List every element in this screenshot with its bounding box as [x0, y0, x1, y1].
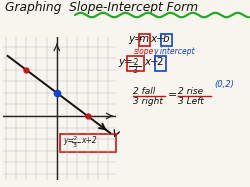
Text: 3: 3 — [73, 143, 77, 148]
Text: x+2: x+2 — [81, 136, 97, 145]
Text: y=: y= — [128, 34, 143, 44]
Text: x+: x+ — [144, 57, 159, 67]
Text: x+: x+ — [150, 34, 165, 44]
Text: (0,2): (0,2) — [214, 80, 234, 89]
Text: slope: slope — [134, 47, 154, 56]
Text: =: = — [168, 90, 177, 100]
Text: 2 rise: 2 rise — [178, 87, 203, 96]
Text: 3: 3 — [132, 66, 138, 75]
Text: 3 Left: 3 Left — [178, 97, 204, 106]
Text: Graphing  Slope-Intercept Form: Graphing Slope-Intercept Form — [5, 1, 198, 14]
Text: y=: y= — [118, 57, 133, 67]
Text: 2 fall: 2 fall — [133, 87, 155, 96]
Text: -2: -2 — [131, 58, 139, 67]
Text: m: m — [139, 34, 149, 44]
Text: b: b — [163, 34, 169, 44]
Text: 3 right: 3 right — [133, 97, 163, 106]
Text: y=: y= — [63, 136, 74, 145]
Text: 2: 2 — [157, 57, 163, 67]
Text: -2: -2 — [72, 136, 78, 141]
Text: y intercept: y intercept — [153, 47, 195, 56]
